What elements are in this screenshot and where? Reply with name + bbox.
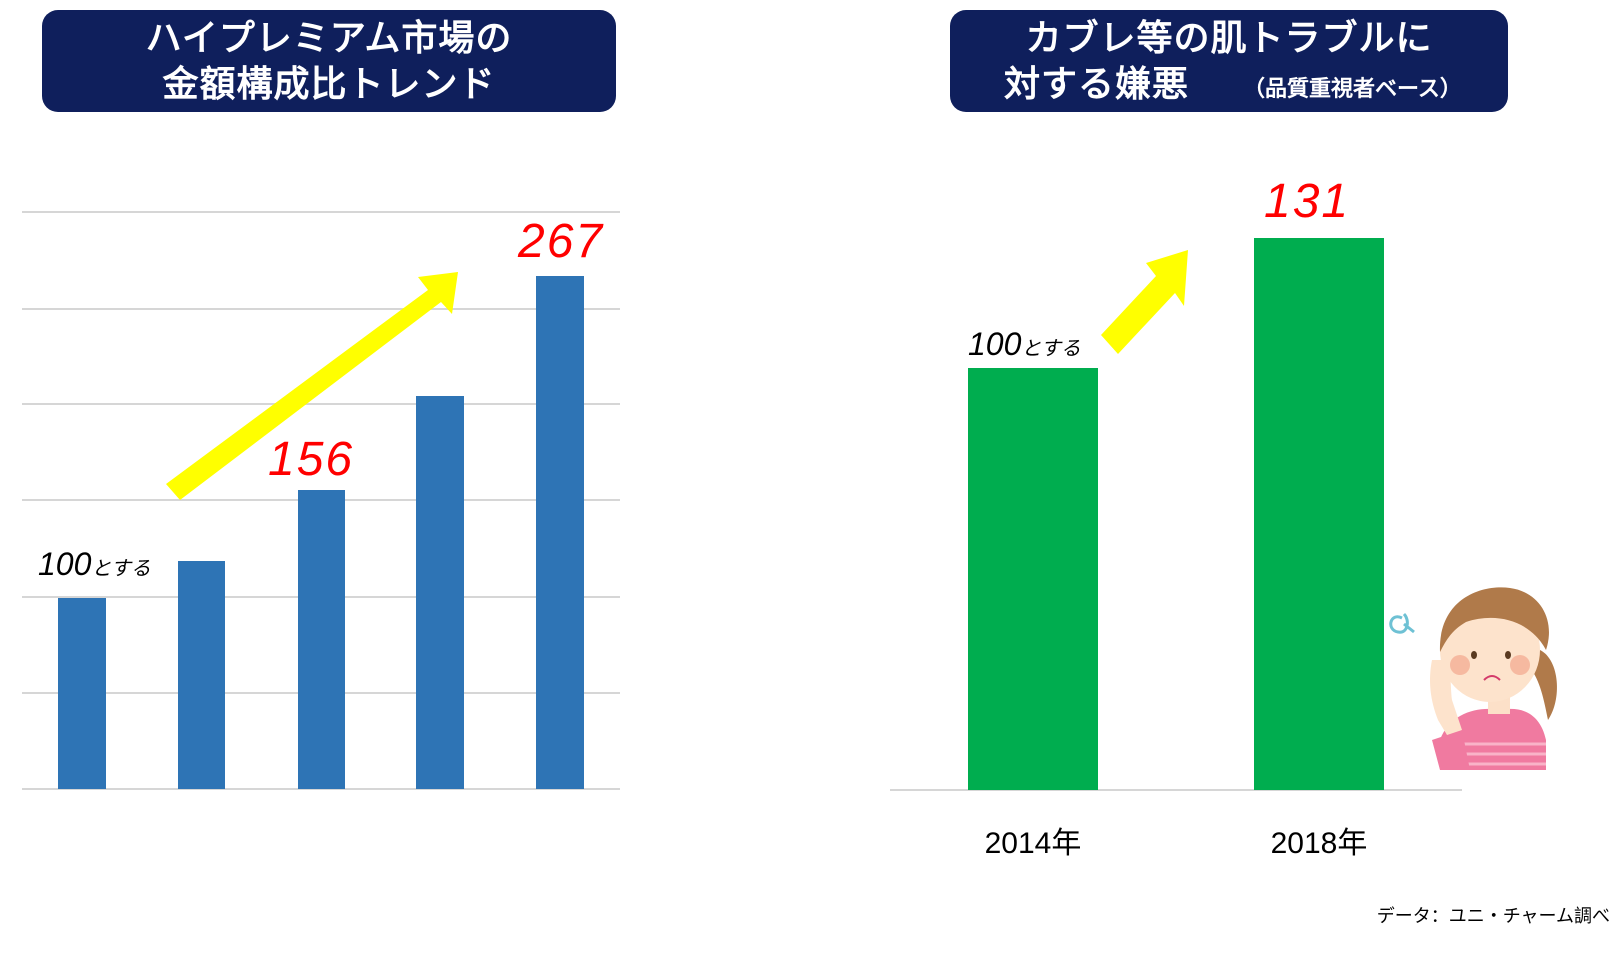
x-axis-baseline <box>22 788 620 790</box>
bar-2018-value-label: 131 <box>1264 175 1351 228</box>
bar-2018 <box>1254 238 1384 790</box>
right-title-note: （品質重視者ベース） <box>1243 77 1462 102</box>
source-note: データ：ユニ・チャーム調べ <box>1376 906 1610 927</box>
right-base-label-suffix: とする <box>1021 338 1081 360</box>
gridline <box>22 403 620 405</box>
gridline <box>22 211 620 213</box>
right-title-line2-wrap: 対する嫌悪 （品質重視者ベース） <box>950 62 1508 113</box>
right-base-label: 100とする <box>968 328 1081 360</box>
bar-2 <box>178 561 225 789</box>
bar-3-value-label: 156 <box>268 433 355 486</box>
right-bar-chart: 100とする 131 2014年 2018年 データ：ユニ・チャーム調べ <box>890 175 1610 927</box>
bar-4 <box>416 396 464 789</box>
trend-arrow-icon <box>1101 250 1188 354</box>
bar-5-value-label: 267 <box>518 215 605 268</box>
bar-5 <box>536 276 584 789</box>
left-base-label: 100とする <box>38 548 151 580</box>
bar-2014 <box>968 368 1098 790</box>
right-chart-title: カブレ等の肌トラブルに 対する嫌悪 （品質重視者ベース） <box>950 10 1508 112</box>
right-base-label-num: 100 <box>968 326 1022 362</box>
right-title-line2: 対する嫌悪 <box>1004 64 1190 105</box>
left-base-label-num: 100 <box>38 546 92 582</box>
gridline <box>22 308 620 310</box>
bar-1 <box>58 598 106 789</box>
x-label-2014: 2014年 <box>984 827 1082 860</box>
left-title-line1: ハイプレミアム市場の <box>145 18 513 59</box>
trend-arrow-icon <box>166 272 458 500</box>
left-title-line2: 金額構成比トレンド <box>162 64 496 105</box>
right-title-line1: カブレ等の肌トラブルに <box>1025 18 1433 59</box>
left-base-label-suffix: とする <box>91 558 151 580</box>
worried-woman-illustration-icon <box>1389 587 1558 770</box>
x-label-2018: 2018年 <box>1270 827 1368 860</box>
bar-3 <box>298 490 345 789</box>
x-axis-baseline <box>890 789 1462 791</box>
left-bar-chart: 100とする 156 267 <box>0 0 640 820</box>
left-chart-title: ハイプレミアム市場の 金額構成比トレンド <box>42 10 616 112</box>
